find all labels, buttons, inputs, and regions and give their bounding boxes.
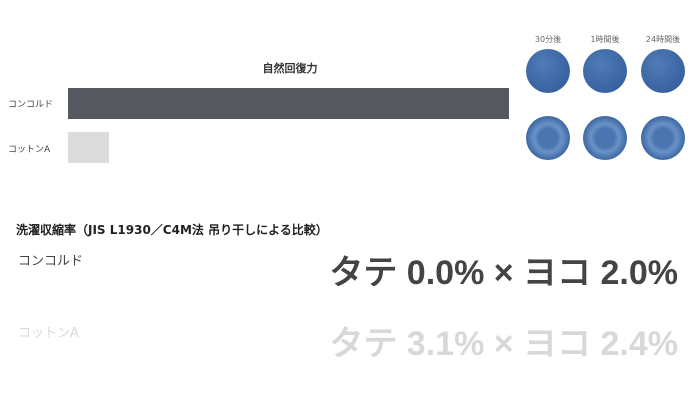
bar-concord: [68, 88, 509, 119]
row-value-cotton: タテ 3.1% × ヨコ 2.4%: [329, 325, 678, 363]
fabric-sample-image: [641, 116, 685, 160]
bar-label-cotton: コットンA: [8, 145, 51, 155]
fabric-sample-image: [583, 49, 627, 93]
caption-30min: 30分後: [534, 35, 562, 44]
row-label-cotton: コットンA: [18, 326, 79, 341]
fabric-sample-image: [641, 49, 685, 93]
caption-1h: 1時間後: [590, 35, 620, 44]
shrinkage-title: 洗濯収縮率（JIS L1930／C4M法 吊り干しによる比較）: [16, 223, 328, 237]
caption-24h: 24時間後: [645, 35, 681, 44]
fabric-sample-image: [526, 49, 570, 93]
bar-cotton: [68, 132, 110, 163]
row-value-concord: タテ 0.0% × ヨコ 2.0%: [329, 254, 678, 292]
row-label-concord: コンコルド: [18, 254, 84, 269]
fabric-sample-image: [583, 116, 627, 160]
bar-label-concord: コンコルド: [8, 100, 54, 110]
fabric-sample-image: [526, 116, 570, 160]
chart-title: 自然回復力: [262, 62, 318, 75]
